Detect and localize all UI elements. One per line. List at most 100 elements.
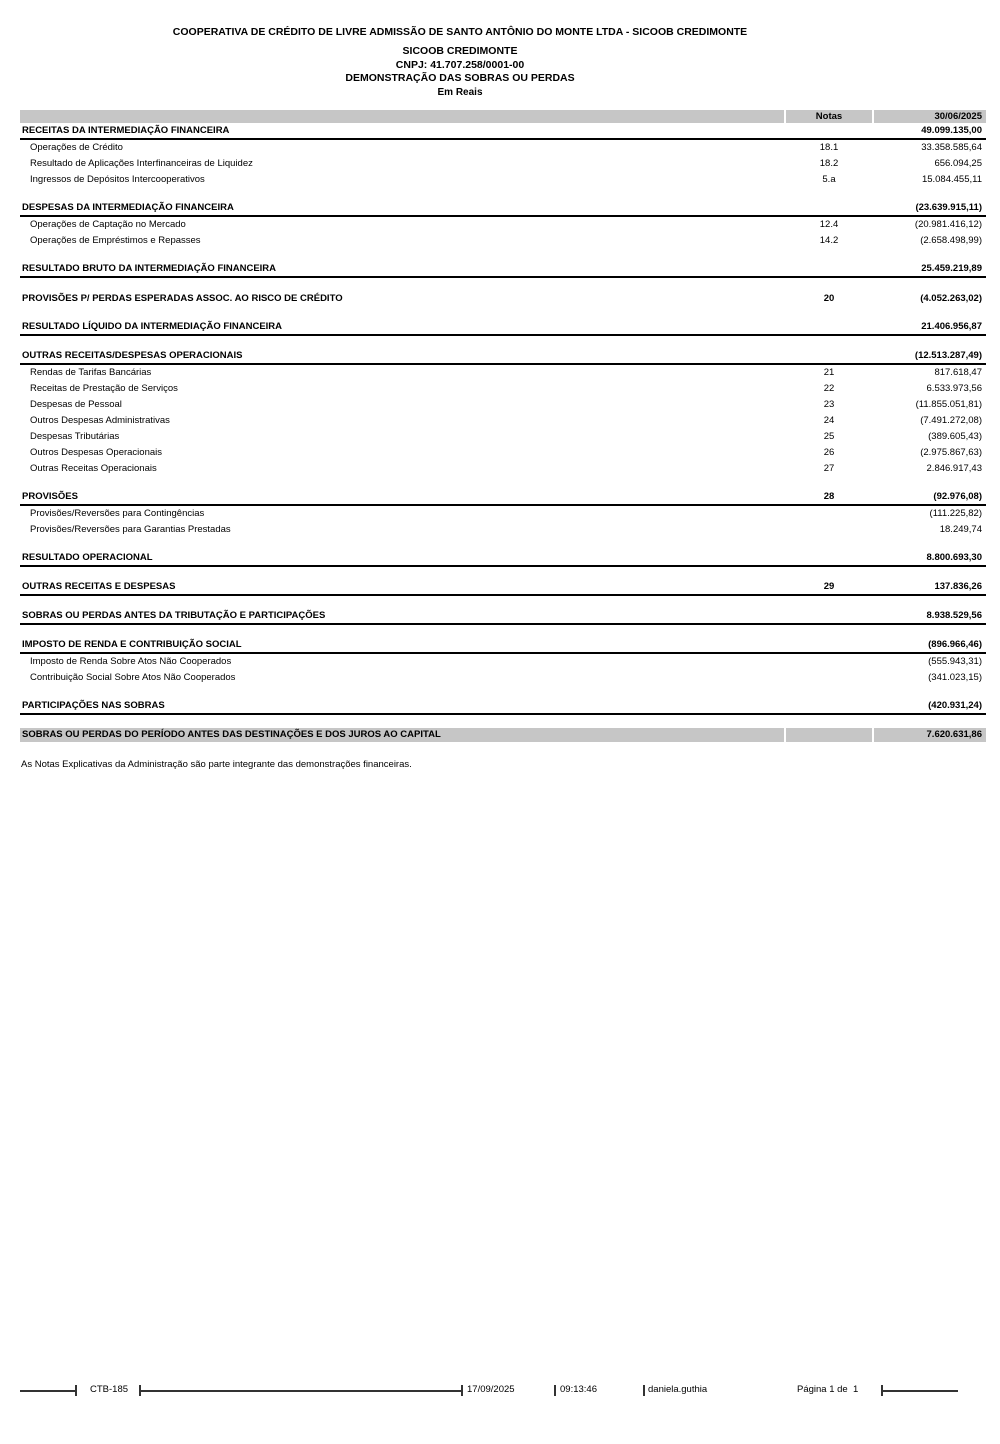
table-row-section: RESULTADO LÍQUIDO DA INTERMEDIAÇÃO FINAN… [20,320,986,336]
row-label: PROVISÕES [22,490,78,502]
page-footer: CTB-185 17/09/2025 09:13:46 daniela.guth… [0,1383,1000,1399]
row-label: Provisões/Reversões para Contingências [30,507,205,519]
row-note: 27 [823,462,835,474]
currency-note: Em Reais [437,86,483,98]
table-row-item: Contribuição Social Sobre Atos Não Coope… [20,670,986,686]
table-row-item: Outras Receitas Operacionais 27 2.846.917,… [20,461,986,477]
row-value: (20.981.416,12) [914,218,982,230]
row-label: Ingressos de Depósitos Intercooperativos [30,173,205,185]
row-note: 14.2 [819,234,839,246]
table-row-item: Operações de Captação no Mercado 12.4 (20.… [20,217,986,233]
row-note [786,124,872,138]
row-label: RESULTADO BRUTO DA INTERMEDIAÇÃO FINANCE… [22,262,277,274]
table-row-bold: PROVISÕES P/ PERDAS ESPERADAS ASSOC. AO … [20,291,986,307]
row-label: Resultado de Aplicações Interfinanceiras… [30,157,253,169]
row-value: 817.618,47 [934,366,982,378]
table-row-item: Rendas de Tarifas Bancárias 21 817.618,47 [20,365,986,381]
row-note: 24 [823,414,835,426]
row-label: Outros Despesas Operacionais [30,446,163,458]
row-label: OUTRAS RECEITAS E DESPESAS [22,580,176,592]
row-value: 8.938.529,56 [926,609,982,621]
row-label: Operações de Empréstimos e Repasses [30,234,201,246]
row-value: 7.620.631,86 [874,727,986,742]
row-note: 18.1 [819,141,839,153]
table-row-total: SOBRAS OU PERDAS DO PERÍODO ANTES DAS DE… [20,727,986,742]
row-value: 49.099.135,00 [921,124,982,136]
row-value: (555.943,31) [928,655,982,667]
table-row-item: Provisões/Reversões para Garantias Prest… [20,522,986,538]
row-note [786,201,872,215]
row-label: Outros Despesas Administrativas [30,414,170,426]
row-label: DESPESAS DA INTERMEDIAÇÃO FINANCEIRA [22,201,234,213]
table-row-item: Imposto de Renda Sobre Atos Não Cooperad… [20,654,986,670]
document-header: COOPERATIVA DE CRÉDITO DE LIVRE ADMISSÃO… [20,26,900,99]
row-value: (23.639.915,11) [915,201,982,213]
row-label: Contribuição Social Sobre Atos Não Coope… [30,671,236,683]
row-value: 33.358.585,64 [921,141,982,153]
table-row-section: IMPOSTO DE RENDA E CONTRIBUIÇÃO SOCIAL (8… [20,638,986,654]
explanatory-note: As Notas Explicativas da Administração s… [21,758,412,770]
row-note [786,727,872,742]
row-label: RESULTADO LÍQUIDO DA INTERMEDIAÇÃO FINAN… [22,320,283,332]
row-label: Operações de Captação no Mercado [30,218,186,230]
row-note: 26 [823,446,835,458]
row-value: (389.605,43) [928,430,982,442]
table-row-item: Despesas Tributárias 25 (389.605,43) [20,429,986,445]
row-note: 12.4 [819,218,839,230]
row-note: 20 [823,292,835,304]
print-user: daniela.guthia [648,1384,708,1395]
row-value: (420.931,24) [928,699,982,711]
row-note: 5.a [822,173,836,185]
header-period-cell: 30/06/2025 [874,109,986,123]
row-label: Operações de Crédito [30,141,123,153]
row-note: 29 [823,580,835,592]
table-row-section: RESULTADO OPERACIONAL 8.800.693,30 [20,551,986,567]
footer-tick [881,1385,883,1396]
row-note: 25 [823,430,835,442]
table-row-item: Receitas de Prestação de Serviços 22 6.533… [20,381,986,397]
table-row-section: PROVISÕES 28 (92.976,08) [20,490,986,506]
table-row-item: Ingressos de Depósitos Intercooperativos… [20,172,986,188]
row-note [786,349,872,363]
table-row-section: DESPESAS DA INTERMEDIAÇÃO FINANCEIRA (23.… [20,201,986,217]
row-note [786,506,872,522]
header-notes-cell: Notas [786,109,872,123]
footer-tick [554,1385,556,1396]
table-header-row: Notas 30/06/2025 [20,109,986,123]
row-label: Rendas de Tarifas Bancárias [30,366,152,378]
row-value: (2.658.498,99) [920,234,982,246]
footer-rule-left [20,1390,76,1392]
row-value: (111.225,82) [929,507,982,519]
row-value: (341.023,15) [928,671,982,683]
row-value: 6.533.973,56 [926,382,982,394]
table-row-item: Outros Despesas Administrativas 24 (7.491.… [20,413,986,429]
row-label: RESULTADO OPERACIONAL [22,551,153,563]
row-label: OUTRAS RECEITAS/DESPESAS OPERACIONAIS [22,349,243,361]
row-note [786,638,872,652]
row-value: 25.459.219,89 [921,262,982,274]
row-label: PARTICIPAÇÕES NAS SOBRAS [22,699,165,711]
footer-rule-middle [141,1390,462,1392]
row-note: 23 [823,398,835,410]
row-note: 21 [823,366,835,378]
row-value: (4.052.263,02) [920,292,982,304]
row-label: Despesas de Pessoal [30,398,122,410]
entity-name: SICOOB CREDIMONTE [402,45,518,57]
row-label: RECEITAS DA INTERMEDIAÇÃO FINANCEIRA [22,124,230,136]
statement-title: DEMONSTRAÇÃO DAS SOBRAS OU PERDAS [345,72,575,84]
row-note: 28 [823,490,835,502]
row-label: Receitas de Prestação de Serviços [30,382,178,394]
row-note: 18.2 [819,157,839,169]
row-value: 18.249,74 [939,523,982,535]
row-label: SOBRAS OU PERDAS DO PERÍODO ANTES DAS DE… [20,727,784,742]
row-note [786,551,872,565]
footer-tick [461,1385,463,1396]
row-value: (92.976,08) [933,490,982,502]
cnpj: CNPJ: 41.707.258/0001-00 [395,58,525,71]
table-row-section: RECEITAS DA INTERMEDIAÇÃO FINANCEIRA 49.0… [20,124,986,140]
row-note [786,320,872,334]
table-row-item: Provisões/Reversões para Contingências (1… [20,506,986,522]
report-code: CTB-185 [90,1384,129,1395]
row-label: SOBRAS OU PERDAS ANTES DA TRIBUTAÇÃO E P… [22,609,326,621]
